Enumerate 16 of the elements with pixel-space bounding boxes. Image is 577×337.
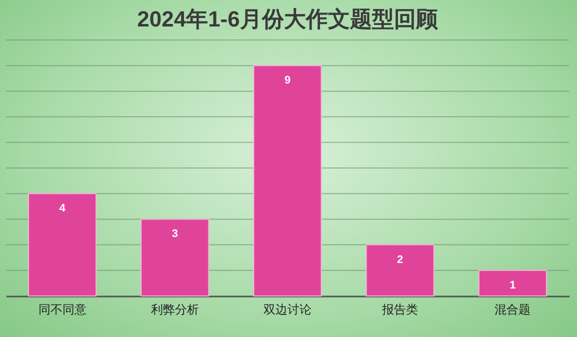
- data-label: 2: [397, 254, 404, 266]
- x-tick-label: 报告类: [381, 302, 418, 316]
- bar: [366, 244, 434, 296]
- x-tick-label: 混合题: [494, 302, 531, 316]
- data-label: 3: [172, 228, 178, 240]
- data-label: 1: [510, 279, 516, 292]
- bar: [140, 218, 210, 296]
- x-tick-label: 同不同意: [38, 302, 86, 316]
- bar: [478, 270, 547, 296]
- data-label: 9: [284, 74, 291, 87]
- bar: [28, 193, 97, 296]
- bar: [253, 65, 322, 296]
- x-tick-label: 利弊分析: [150, 302, 199, 316]
- x-tick-label: 双边讨论: [264, 302, 312, 316]
- data-label: 4: [59, 202, 66, 215]
- chart-title: 2024年1-6月份大作文题型回顾: [137, 6, 439, 32]
